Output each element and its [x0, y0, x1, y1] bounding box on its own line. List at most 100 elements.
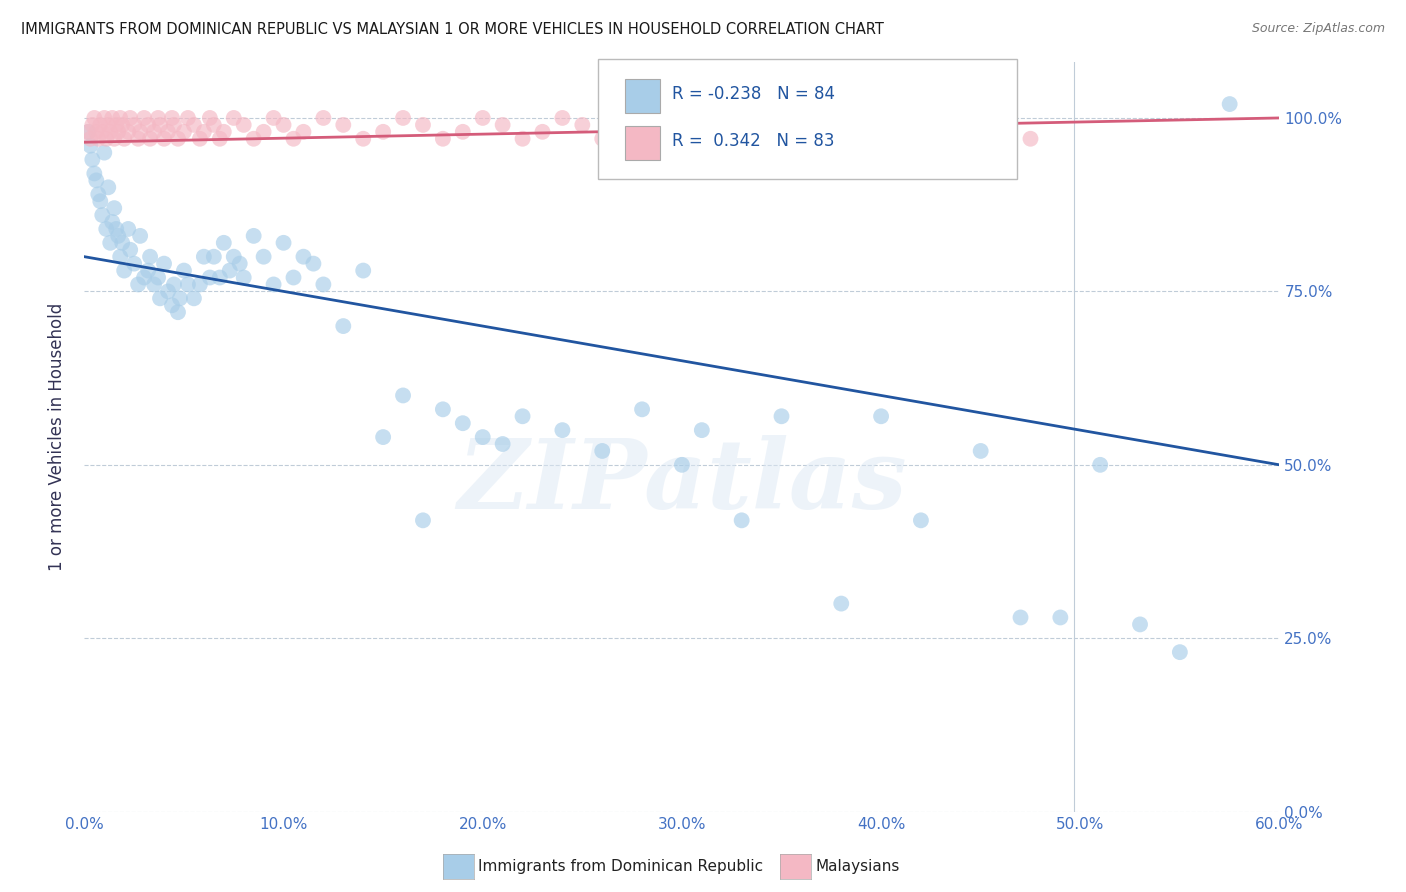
Point [371, 430, 394, 444]
Point [169, 291, 191, 305]
Point [129, 228, 152, 243]
Point [160, 111, 183, 125]
Point [77, 125, 100, 139]
Point [471, 111, 494, 125]
Point [79, 132, 101, 146]
Point [98, 235, 121, 250]
Point [117, 125, 139, 139]
Y-axis label: 1 or more Vehicles in Household: 1 or more Vehicles in Household [48, 303, 66, 571]
Point [86, 125, 108, 139]
Point [352, 263, 374, 277]
Point [202, 118, 225, 132]
Point [87, 187, 110, 202]
Point [153, 132, 176, 146]
Point [117, 222, 139, 236]
Point [177, 111, 200, 125]
Point [302, 257, 325, 271]
Point [122, 118, 145, 132]
Point [97, 118, 120, 132]
Point [273, 235, 295, 250]
Point [591, 132, 613, 146]
Point [193, 250, 215, 264]
FancyBboxPatch shape [599, 59, 1017, 178]
Point [910, 513, 932, 527]
Point [157, 285, 180, 299]
Point [105, 118, 128, 132]
Point [222, 111, 245, 125]
Point [253, 250, 276, 264]
Point [412, 513, 434, 527]
Point [283, 270, 305, 285]
Point [371, 125, 394, 139]
Point [910, 125, 932, 139]
Point [136, 263, 159, 277]
Point [212, 235, 235, 250]
Point [173, 125, 195, 139]
Point [1219, 97, 1241, 112]
Point [432, 132, 454, 146]
Point [232, 270, 254, 285]
Point [136, 118, 159, 132]
Point [731, 513, 754, 527]
Point [160, 298, 183, 312]
Point [710, 111, 733, 125]
Text: R = -0.238   N = 84: R = -0.238 N = 84 [672, 85, 835, 103]
Point [218, 263, 240, 277]
Point [132, 270, 156, 285]
Point [183, 118, 205, 132]
Point [451, 125, 474, 139]
Point [96, 132, 118, 146]
Point [157, 125, 180, 139]
Point [332, 319, 354, 334]
Point [232, 118, 254, 132]
Point [492, 437, 515, 451]
Text: Source: ZipAtlas.com: Source: ZipAtlas.com [1251, 22, 1385, 36]
Point [93, 145, 115, 160]
Point [283, 132, 305, 146]
Point [1019, 132, 1042, 146]
Point [531, 125, 554, 139]
Point [970, 444, 993, 458]
Point [127, 132, 149, 146]
Point [312, 277, 335, 292]
Point [198, 111, 221, 125]
Point [110, 250, 132, 264]
Point [98, 125, 121, 139]
Point [870, 132, 893, 146]
Point [122, 257, 145, 271]
Point [167, 132, 190, 146]
Text: Immigrants from Dominican Republic: Immigrants from Dominican Republic [478, 859, 763, 873]
Point [149, 118, 172, 132]
Point [143, 277, 166, 292]
Text: Malaysians: Malaysians [815, 859, 900, 873]
Point [512, 409, 534, 424]
Point [167, 305, 190, 319]
Point [292, 250, 315, 264]
Point [82, 118, 104, 132]
Point [177, 277, 200, 292]
Point [830, 597, 852, 611]
Point [671, 132, 693, 146]
Point [111, 118, 134, 132]
Point [212, 125, 235, 139]
Point [571, 118, 593, 132]
Point [139, 132, 162, 146]
Point [671, 458, 693, 472]
Point [111, 235, 134, 250]
Point [198, 270, 221, 285]
Point [312, 111, 335, 125]
Point [139, 250, 162, 264]
Text: R =  0.342   N = 83: R = 0.342 N = 83 [672, 132, 835, 150]
Point [127, 277, 149, 292]
Point [146, 270, 169, 285]
Point [830, 118, 852, 132]
Point [242, 228, 264, 243]
Point [112, 132, 135, 146]
Point [86, 173, 108, 187]
Point [193, 125, 215, 139]
Point [412, 118, 434, 132]
Point [112, 263, 135, 277]
Point [1129, 617, 1152, 632]
Point [631, 111, 654, 125]
Point [129, 125, 152, 139]
